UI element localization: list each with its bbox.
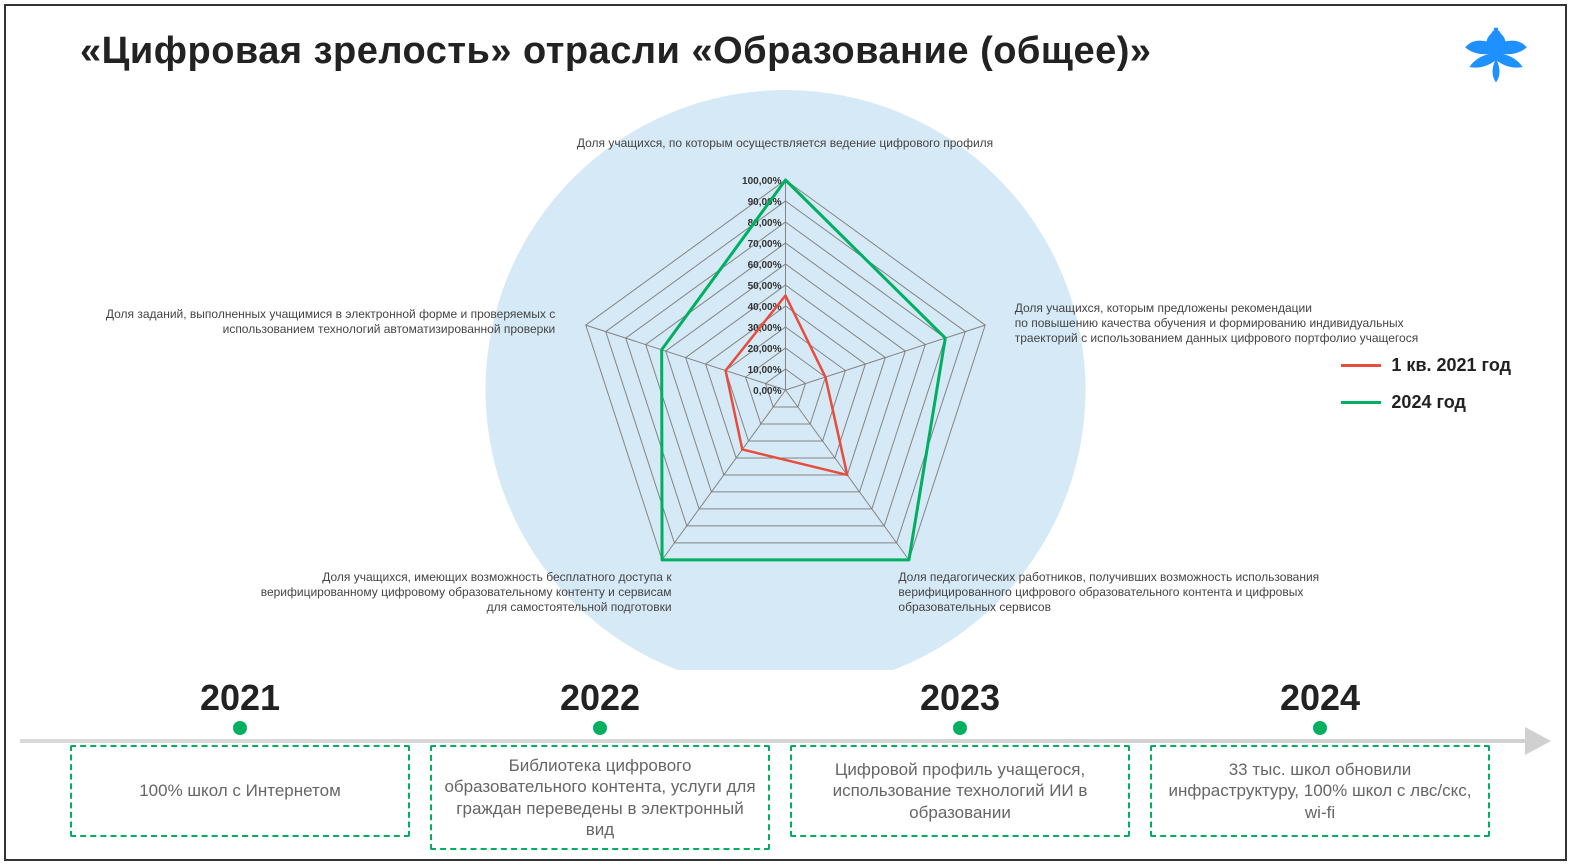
timeline-dot-icon bbox=[593, 721, 607, 735]
emblem-icon bbox=[1461, 18, 1531, 93]
svg-text:0,00%: 0,00% bbox=[753, 386, 781, 397]
radar-axis-label: Доля учащихся, по которым осуществляется… bbox=[525, 136, 1045, 151]
legend-label: 1 кв. 2021 год bbox=[1391, 355, 1511, 376]
timeline-text: Цифровой профиль учащегося, использовани… bbox=[790, 745, 1130, 837]
legend-swatch bbox=[1341, 364, 1381, 367]
timeline-dot-icon bbox=[1313, 721, 1327, 735]
svg-text:20,00%: 20,00% bbox=[747, 344, 781, 355]
legend-label: 2024 год bbox=[1391, 392, 1466, 413]
timeline-item: 2021 100% школ с Интернетом bbox=[70, 677, 410, 837]
timeline-text: 100% школ с Интернетом bbox=[70, 745, 410, 837]
svg-text:60,00%: 60,00% bbox=[747, 260, 781, 271]
legend-item: 1 кв. 2021 год bbox=[1341, 355, 1511, 376]
timeline-year: 2021 bbox=[70, 677, 410, 719]
legend-item: 2024 год bbox=[1341, 392, 1511, 413]
svg-text:10,00%: 10,00% bbox=[747, 365, 781, 376]
timeline-text: 33 тыс. школ обновили инфраструктуру, 10… bbox=[1150, 745, 1490, 837]
svg-text:70,00%: 70,00% bbox=[747, 239, 781, 250]
timeline-year: 2022 bbox=[430, 677, 770, 719]
svg-text:50,00%: 50,00% bbox=[747, 281, 781, 292]
svg-text:100,00%: 100,00% bbox=[742, 176, 782, 187]
svg-text:30,00%: 30,00% bbox=[747, 323, 781, 334]
legend-swatch bbox=[1341, 401, 1381, 404]
legend: 1 кв. 2021 год 2024 год bbox=[1341, 355, 1511, 429]
timeline-item: 2023 Цифровой профиль учащегося, использо… bbox=[790, 677, 1130, 837]
radar-axis-label: Доля учащихся, которым предложены рекоме… bbox=[1015, 301, 1445, 346]
timeline-year: 2024 bbox=[1150, 677, 1490, 719]
timeline-item: 2024 33 тыс. школ обновили инфраструктуру… bbox=[1150, 677, 1490, 837]
timeline-year: 2023 bbox=[790, 677, 1130, 719]
radar-axis-label: Доля педагогических работников, получивш… bbox=[898, 570, 1338, 615]
timeline: 2021 100% школ с Интернетом 2022 Библиотека… bbox=[0, 677, 1571, 857]
radar-axis-label: Доля учащихся, имеющих возможность беспл… bbox=[232, 570, 672, 615]
timeline-item: 2022 Библиотека цифрового образовательног… bbox=[430, 677, 770, 850]
radar-axis-label: Доля заданий, выполненных учащимися в эл… bbox=[105, 307, 555, 337]
timeline-text: Библиотека цифрового образовательного ко… bbox=[430, 745, 770, 850]
radar-chart: 0,00%10,00%20,00%30,00%40,00%50,00%60,00… bbox=[0, 90, 1571, 670]
page-title: «Цифровая зрелость» отрасли «Образование… bbox=[80, 30, 1152, 73]
timeline-dot-icon bbox=[233, 721, 247, 735]
timeline-dot-icon bbox=[953, 721, 967, 735]
